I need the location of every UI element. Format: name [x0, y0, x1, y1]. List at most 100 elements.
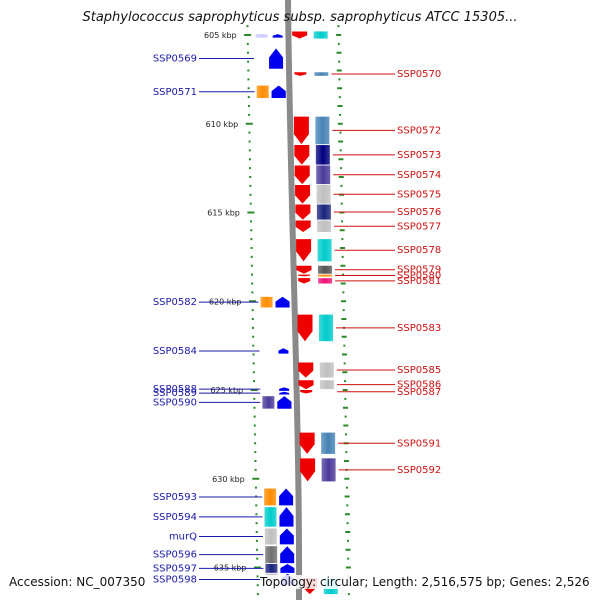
scale-tick-left	[250, 389, 258, 391]
scale-tick-left	[244, 34, 252, 36]
reverse-cog-box-body	[319, 314, 334, 342]
reverse-cog-box	[317, 220, 332, 233]
scale-tick-left	[252, 326, 255, 329]
reverse-gene-arrow	[297, 314, 313, 342]
scale-tick-left	[254, 468, 257, 471]
scale-tick-left	[253, 424, 256, 427]
organism-title: Staphylococcus saprophyticus subsp. sapr…	[82, 10, 518, 25]
scale-tick-right	[343, 460, 349, 462]
reverse-cog-box-body	[320, 380, 335, 390]
reverse-cog-box-body	[321, 432, 336, 454]
scale-tick-right	[346, 539, 349, 542]
scale-tick-left	[252, 477, 260, 480]
scale-tick-left	[248, 131, 251, 134]
scale-tick-left	[247, 69, 250, 72]
gene-label-ssp0593: SSP0593	[153, 492, 197, 503]
gene-label-ssp0583: SSP0583	[397, 323, 441, 334]
scale-tick-left	[249, 184, 252, 187]
forward-gene-arrow	[277, 396, 292, 409]
scale-tick-left	[250, 264, 253, 267]
reverse-cog-box-body	[315, 116, 330, 145]
forward-gene-arrow	[279, 488, 294, 506]
scale-tick-left	[253, 566, 261, 569]
reverse-cog-box-body	[318, 274, 333, 277]
scale-tick-left	[253, 415, 256, 418]
reverse-cog-box	[316, 184, 331, 204]
gene-label-ssp0572: SSP0572	[397, 125, 441, 136]
scale-tick-right	[341, 255, 344, 258]
scale-tick-left	[254, 460, 257, 462]
scale-tick-right	[337, 105, 343, 107]
reverse-cog-box	[320, 380, 335, 390]
scale-tick-right	[336, 51, 342, 54]
forward-cog-box-body	[262, 396, 275, 409]
scale-tick-left	[249, 176, 252, 178]
gene-label-ssp0578: SSP0578	[397, 245, 441, 256]
scale-tick-left	[251, 291, 254, 294]
scale-label: 625 kbp	[211, 386, 244, 395]
gene-label-ssp0594: SSP0594	[153, 512, 197, 523]
reverse-gene-arrow	[300, 390, 313, 394]
reverse-cog-box-body	[316, 165, 331, 185]
forward-cog-box	[265, 546, 278, 564]
forward-gene-arrow	[279, 528, 294, 545]
gene-label-ssp0588: SSP0588	[153, 384, 197, 395]
reverse-cog-box	[317, 239, 332, 262]
scale-tick-left	[249, 167, 252, 170]
reverse-cog-box	[318, 278, 333, 284]
scale-tick-left	[254, 442, 257, 445]
reverse-cog-box	[316, 204, 331, 220]
topology-text: Topology: circular; Length: 2,516,575 bp…	[260, 575, 590, 589]
reverse-cog-box	[319, 314, 334, 342]
scale-tick-right	[340, 167, 343, 170]
scale-tick-right	[342, 371, 348, 374]
scale-tick-left	[255, 522, 258, 525]
scale-label: 610 kbp	[206, 120, 239, 129]
scale-tick-left	[251, 318, 254, 320]
reverse-gene-arrow	[298, 380, 314, 390]
scale-label: 630 kbp	[212, 475, 245, 484]
gene-label-ssp0597: SSP0597	[153, 563, 197, 574]
scale-tick-right	[336, 34, 342, 36]
scale-tick-left	[248, 149, 251, 152]
gene-label-ssp0581: SSP0581	[397, 276, 441, 287]
scale-tick-right	[344, 415, 347, 418]
scale-tick-right	[342, 291, 345, 294]
scale-tick-right	[337, 42, 340, 45]
scale-tick-left	[253, 433, 256, 436]
reverse-cog-box-body	[321, 458, 336, 482]
forward-cog-box	[265, 563, 278, 573]
scale-tick-left	[255, 504, 258, 507]
reverse-cog-box	[319, 362, 334, 378]
forward-gene-arrow	[278, 348, 289, 354]
scale-tick-right	[338, 158, 344, 161]
gene-label-ssp0579: SSP0579	[397, 265, 441, 276]
scale-tick-right	[337, 122, 343, 125]
scale-tick-left	[250, 238, 253, 241]
scale-tick-left	[249, 300, 257, 303]
scale-tick-right	[343, 344, 346, 347]
reverse-gene-arrow	[294, 72, 307, 76]
scale-tick-left	[252, 380, 255, 383]
gene-labels-layer: SSP0569SSP0571SSP0582SSP0584SSP0588SSP05…	[153, 54, 441, 586]
scale-tick-right	[347, 557, 350, 560]
reverse-gene-arrow	[299, 432, 315, 454]
scale-tick-left	[255, 513, 258, 516]
forward-cog-box-body	[265, 546, 278, 564]
scale-tick-left	[256, 593, 259, 596]
scale-tick-right	[340, 282, 346, 285]
reverse-cog-box-body	[317, 220, 332, 233]
scale-tick-left	[254, 486, 257, 489]
scale-tick-left	[248, 140, 251, 143]
forward-cog-box-body	[264, 488, 277, 506]
forward-gene-arrow	[279, 387, 290, 391]
gene-label-ssp0584: SSP0584	[153, 346, 197, 357]
scale-tick-left	[252, 344, 255, 347]
gene-label-ssp0598: SSP0598	[153, 574, 197, 585]
reverse-cog-box-body	[317, 265, 332, 274]
scale-tick-right	[347, 593, 350, 596]
scale-tick-right	[338, 78, 341, 81]
reverse-cog-box	[321, 458, 336, 482]
